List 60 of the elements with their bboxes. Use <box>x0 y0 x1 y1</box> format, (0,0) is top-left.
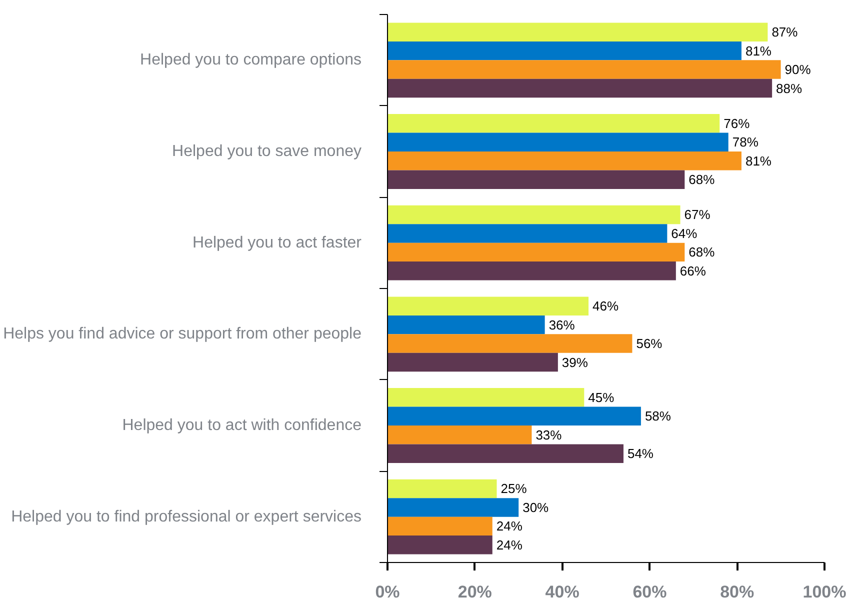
y-tick-label: Helped you to act with confidence <box>122 417 362 434</box>
bar <box>388 444 624 463</box>
data-label: 46% <box>592 298 619 314</box>
bar <box>388 60 781 79</box>
data-label: 68% <box>688 244 716 260</box>
bar <box>388 152 742 170</box>
data-label: 56% <box>636 336 663 352</box>
data-label: 33% <box>536 427 562 442</box>
bar <box>388 479 497 498</box>
data-label: 64% <box>671 226 698 241</box>
data-label: 58% <box>644 408 672 424</box>
data-label: 24% <box>496 537 523 552</box>
data-label: 68% <box>688 172 716 188</box>
data-label: 90% <box>784 62 812 78</box>
bar <box>388 22 768 42</box>
data-label: 54% <box>627 446 654 462</box>
data-label: 87% <box>772 24 798 40</box>
data-label: 39% <box>562 354 588 370</box>
data-label: 30% <box>522 500 550 515</box>
data-label: 78% <box>732 134 759 150</box>
bar <box>388 352 558 372</box>
data-label: 81% <box>745 43 772 58</box>
y-tick-label: Helped you to save money <box>172 143 362 160</box>
data-label: 76% <box>724 116 750 131</box>
bar <box>388 170 685 189</box>
bar <box>388 498 519 517</box>
bar <box>388 132 728 152</box>
bar <box>388 406 641 426</box>
data-label: 88% <box>776 80 803 96</box>
bar <box>388 315 545 334</box>
data-label: 66% <box>680 263 706 278</box>
x-tick-label: 80% <box>720 582 754 602</box>
y-tick-label: Helps you find advice or support from other people <box>3 326 362 343</box>
x-tick-label: 100% <box>802 582 846 602</box>
bar <box>388 262 676 280</box>
y-tick-label: Helped you to compare options <box>140 52 362 69</box>
data-label: 45% <box>588 390 615 405</box>
bar <box>388 224 668 243</box>
x-tick-label: 20% <box>458 582 492 602</box>
data-label: 24% <box>496 518 523 534</box>
bar <box>388 242 685 262</box>
data-label: 25% <box>500 481 528 496</box>
bar <box>388 296 589 316</box>
x-tick-label: 0% <box>375 582 400 602</box>
x-tick-label: 60% <box>632 582 667 602</box>
bar <box>388 334 632 353</box>
y-tick-label: Helped you to act faster <box>192 234 362 252</box>
bar <box>388 536 492 554</box>
y-tick-label: Helped you to find professional or expert services <box>11 508 362 526</box>
data-label: 81% <box>745 153 772 168</box>
bar <box>388 388 584 407</box>
bar <box>388 114 720 133</box>
bar <box>388 41 742 60</box>
bar <box>388 205 680 224</box>
bar <box>388 426 532 444</box>
bar <box>388 78 772 98</box>
x-tick-label: 40% <box>545 582 580 602</box>
bar <box>388 516 492 536</box>
data-label: 36% <box>548 317 576 332</box>
data-label: 67% <box>684 207 711 222</box>
